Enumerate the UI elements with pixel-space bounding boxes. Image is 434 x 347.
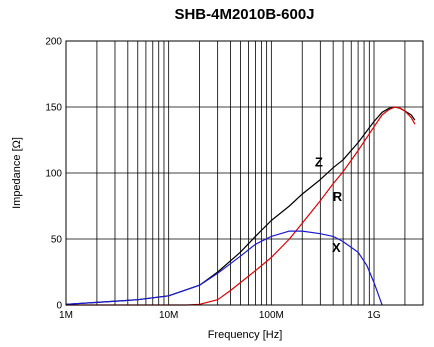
label-layer: 1M 10M 100M 1G 0 50 100 150 200 Z R X [45, 37, 381, 322]
y-axis-label: Impedance [Ω] [11, 137, 23, 209]
series-label-z: Z [315, 154, 323, 169]
y-tick-label: 150 [45, 103, 62, 114]
plot-frame [65, 40, 424, 306]
x-tick-label: 1G [367, 310, 381, 321]
grid-layer [66, 41, 423, 305]
y-tick-label: 0 [56, 301, 62, 312]
series-line-r [66, 106, 416, 306]
y-tick-label: 50 [51, 235, 63, 246]
x-axis-label: Frequency [Hz] [208, 329, 283, 341]
chart-title: SHB-4M2010B-600J [174, 6, 315, 23]
x-tick-label: 100M [259, 310, 284, 321]
x-tick-label: 10M [159, 310, 178, 321]
x-tick-label: 1M [59, 310, 73, 321]
y-tick-label: 200 [45, 37, 62, 48]
y-tick-label: 100 [45, 169, 62, 180]
series-label-r: R [333, 189, 343, 204]
series-line-x [65, 230, 383, 306]
series-label-x: X [332, 240, 341, 255]
series-layer [65, 106, 416, 306]
plot-border [65, 40, 424, 306]
